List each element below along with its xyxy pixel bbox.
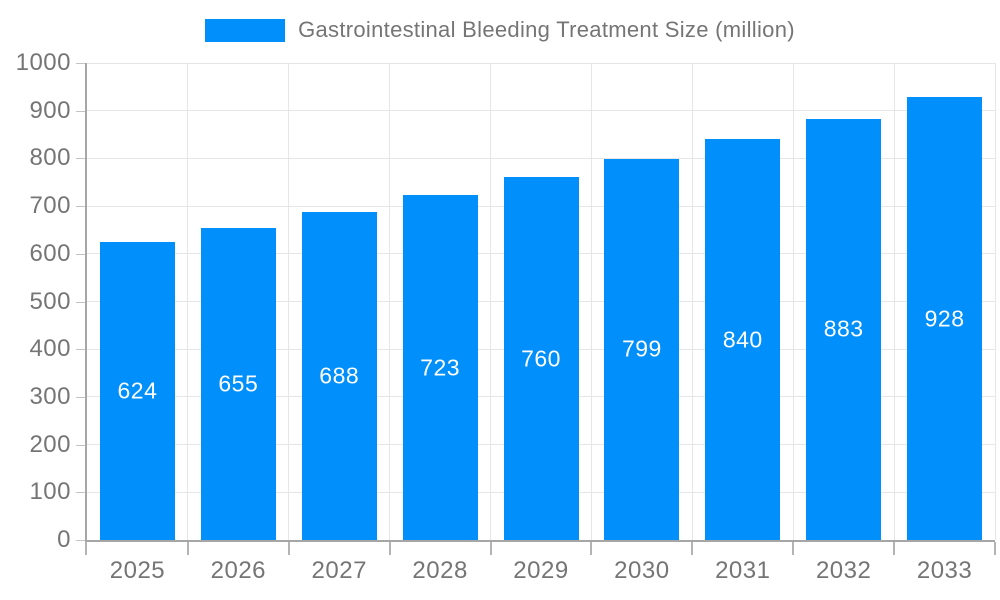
y-tick-mark [76, 444, 85, 446]
bar-value-label: 655 [218, 370, 259, 397]
v-gridline [792, 63, 794, 540]
v-gridline [288, 63, 290, 540]
bar-value-label: 928 [924, 305, 965, 332]
y-tick-mark [76, 206, 85, 208]
legend-label: Gastrointestinal Bleeding Treatment Size… [298, 17, 795, 42]
y-tick-label: 400 [29, 335, 71, 363]
bar[interactable]: 760 [503, 177, 579, 540]
x-tick-mark [994, 542, 996, 555]
x-tick-label: 2029 [513, 557, 569, 584]
x-tick-label: 2031 [715, 557, 771, 584]
bar[interactable]: 723 [402, 195, 478, 540]
x-tick-label: 2032 [815, 557, 872, 584]
bar[interactable]: 799 [604, 158, 680, 540]
bar-value-label: 688 [319, 362, 360, 389]
x-tick-mark [85, 542, 87, 555]
bar[interactable]: 883 [806, 118, 882, 540]
x-tick-mark [287, 542, 290, 555]
x-tick-mark [489, 542, 492, 555]
legend-swatch [205, 18, 286, 42]
v-gridline [389, 63, 391, 540]
x-tick-label: 2030 [614, 557, 670, 584]
x-tick-label: 2033 [916, 557, 973, 584]
y-tick-label: 500 [29, 287, 71, 315]
x-tick-label: 2025 [109, 557, 166, 584]
y-tick-label: 300 [29, 382, 71, 410]
y-tick-mark [76, 349, 85, 351]
x-tick-label: 2027 [311, 557, 367, 584]
bar-value-label: 723 [420, 354, 461, 381]
bar-value-label: 840 [722, 326, 763, 353]
v-gridline [994, 63, 996, 540]
legend-item[interactable]: Gastrointestinal Bleeding Treatment Size… [0, 17, 1000, 43]
bar-value-label: 624 [117, 377, 158, 404]
h-gridline [87, 62, 995, 64]
x-tick-label: 2028 [412, 557, 468, 584]
x-tick-mark [186, 542, 189, 555]
y-tick-mark [76, 63, 85, 64]
y-tick-mark [76, 110, 85, 112]
y-tick-mark [76, 540, 85, 541]
v-gridline [691, 63, 693, 540]
x-tick-mark [893, 542, 896, 555]
bar[interactable]: 655 [200, 227, 276, 540]
y-tick-label: 1000 [15, 49, 71, 76]
h-gridline [87, 110, 995, 112]
x-tick-mark [590, 542, 593, 555]
y-tick-label: 800 [29, 144, 71, 172]
y-tick-label: 700 [29, 192, 71, 220]
bar[interactable]: 624 [99, 242, 175, 540]
h-gridline [87, 157, 995, 159]
y-tick-mark [76, 158, 85, 160]
y-tick-mark [76, 492, 85, 494]
y-tick-mark [76, 301, 85, 303]
x-tick-mark [388, 542, 391, 555]
x-axis-line [85, 540, 995, 542]
y-tick-mark [76, 253, 85, 255]
v-gridline [893, 63, 895, 540]
y-tick-label: 0 [57, 526, 71, 553]
v-gridline [590, 63, 592, 540]
bar[interactable]: 928 [907, 97, 983, 540]
v-gridline [187, 63, 189, 540]
x-tick-mark [691, 542, 694, 555]
bar-value-label: 883 [823, 315, 864, 342]
x-tick-label: 2026 [210, 557, 267, 584]
x-tick-mark [792, 542, 795, 555]
bar-value-label: 799 [621, 335, 662, 362]
y-tick-label: 900 [29, 96, 71, 124]
y-tick-label: 100 [29, 478, 71, 506]
bar[interactable]: 688 [301, 211, 377, 540]
y-tick-label: 200 [29, 430, 71, 458]
bar-value-label: 760 [521, 345, 561, 372]
bar[interactable]: 840 [705, 139, 781, 540]
y-tick-mark [76, 396, 85, 398]
y-axis-line [85, 63, 87, 542]
v-gridline [490, 63, 492, 540]
y-tick-label: 600 [29, 239, 71, 267]
